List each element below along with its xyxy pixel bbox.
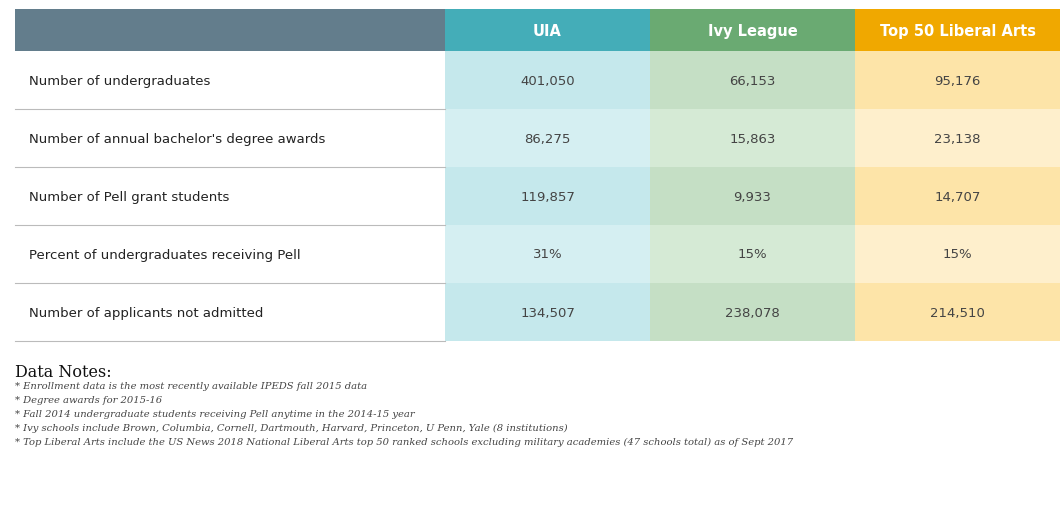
Text: Ivy League: Ivy League [708,23,797,38]
Text: 214,510: 214,510 [930,306,985,319]
Bar [649,168,855,226]
Text: Top 50 Liberal Arts: Top 50 Liberal Arts [879,23,1035,38]
Text: 23,138: 23,138 [934,132,981,145]
Text: 238,078: 238,078 [725,306,780,319]
Bar [649,283,855,341]
Text: * Fall 2014 undergraduate students receiving Pell anytime in the 2014-15 year: * Fall 2014 undergraduate students recei… [15,409,415,418]
Text: * Degree awards for 2015-16: * Degree awards for 2015-16 [15,395,163,404]
Bar [445,52,649,110]
Text: * Top Liberal Arts include the US News 2018 National Liberal Arts top 50 ranked : * Top Liberal Arts include the US News 2… [15,437,793,446]
Bar [445,283,649,341]
Bar [445,110,649,168]
Bar [855,283,1060,341]
Text: 31%: 31% [533,248,562,261]
Text: Data Notes:: Data Notes: [15,363,112,380]
Text: Number of Pell grant students: Number of Pell grant students [29,190,230,203]
Bar [15,52,445,110]
Bar [855,226,1060,283]
Text: Number of undergraduates: Number of undergraduates [29,74,210,87]
Text: 66,153: 66,153 [729,74,776,87]
Text: 15%: 15% [738,248,767,261]
Text: 14,707: 14,707 [934,190,981,203]
Text: 119,857: 119,857 [520,190,575,203]
Bar [15,226,445,283]
Text: 15,863: 15,863 [729,132,776,145]
Text: 134,507: 134,507 [520,306,575,319]
Text: Number of applicants not admitted: Number of applicants not admitted [29,306,264,319]
Text: 86,275: 86,275 [524,132,571,145]
Bar [855,168,1060,226]
Bar [15,10,445,52]
Text: Number of annual bachelor's degree awards: Number of annual bachelor's degree award… [29,132,325,145]
Text: 9,933: 9,933 [733,190,772,203]
Text: Percent of undergraduates receiving Pell: Percent of undergraduates receiving Pell [29,248,301,261]
Bar [15,110,445,168]
Bar [649,226,855,283]
Text: 95,176: 95,176 [934,74,981,87]
Text: UIA: UIA [533,23,562,38]
Bar [855,52,1060,110]
Bar [15,283,445,341]
Bar [445,168,649,226]
Bar [445,10,649,52]
Bar [649,52,855,110]
Bar [649,10,855,52]
Bar [855,110,1060,168]
Bar [445,226,649,283]
Text: 15%: 15% [943,248,973,261]
Bar [649,110,855,168]
Bar [15,168,445,226]
Text: * Enrollment data is the most recently available IPEDS fall 2015 data: * Enrollment data is the most recently a… [15,381,367,390]
Text: 401,050: 401,050 [520,74,575,87]
Bar [855,10,1060,52]
Text: * Ivy schools include Brown, Columbia, Cornell, Dartmouth, Harvard, Princeton, U: * Ivy schools include Brown, Columbia, C… [15,423,568,432]
